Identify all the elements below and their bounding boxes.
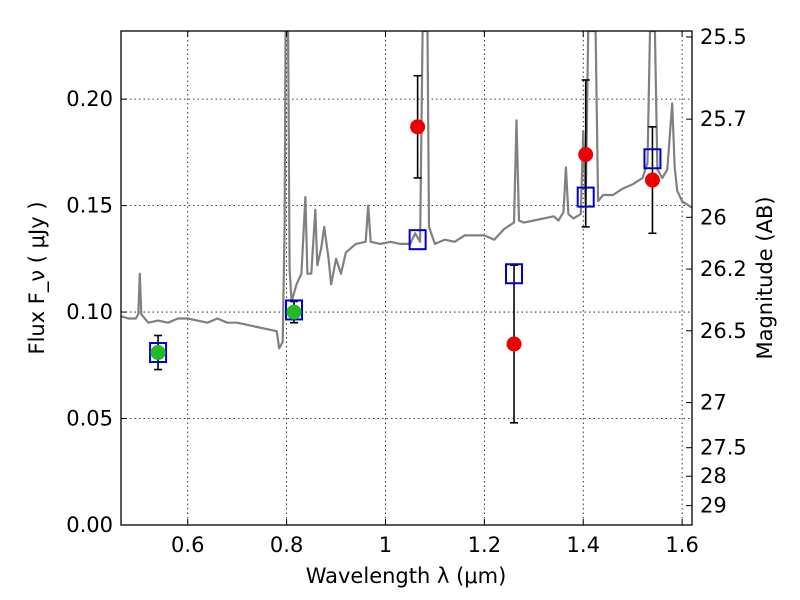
observed-point xyxy=(644,172,660,188)
right-tick-label: 28 xyxy=(700,464,727,488)
axis-ticks: 0.6 0.8 1 1.2 1.4 1.6 0.00 0.05 0.10 0.15 0.20 25.5… xyxy=(66,25,747,557)
right-tick-label: 25.7 xyxy=(700,107,747,131)
right-tick-label: 26.5 xyxy=(700,319,747,343)
y-tick-label: 0.05 xyxy=(66,407,113,431)
model-square-marker xyxy=(408,229,427,251)
observed-point xyxy=(578,147,594,162)
spectrum-line xyxy=(121,31,692,350)
model-square-marker xyxy=(643,148,662,170)
observed-point xyxy=(150,345,166,361)
right-tick-label: 26 xyxy=(700,205,727,229)
model-square-marker xyxy=(576,186,595,208)
x-axis-label: Wavelength λ (μm) xyxy=(306,564,507,588)
right-tick-label: 27 xyxy=(700,391,727,415)
observed-point xyxy=(506,336,522,352)
x-tick-label: 1 xyxy=(379,533,392,557)
grid xyxy=(121,31,692,525)
plot-frame xyxy=(120,30,693,526)
y-tick-label: 0.20 xyxy=(66,87,113,111)
x-tick-label: 0.6 xyxy=(171,533,204,557)
right-tick-label: 25.5 xyxy=(700,25,747,49)
y-tick-label: 0.15 xyxy=(66,194,113,218)
y-tick-label: 0.10 xyxy=(66,300,113,324)
model-square-marker xyxy=(149,342,168,364)
right-tick-label: 27.5 xyxy=(700,436,747,460)
y-axis-label: Flux F_ν ( μJy ) xyxy=(25,201,50,354)
x-tick-label: 0.8 xyxy=(270,533,303,557)
markers xyxy=(149,119,662,364)
y-tick-label: 0.00 xyxy=(66,513,113,537)
x-tick-label: 1.6 xyxy=(665,533,698,557)
x-tick-label: 1.4 xyxy=(567,533,600,557)
right-axis-label: Magnitude (AB) xyxy=(753,196,777,359)
model-square-marker xyxy=(505,263,524,285)
right-tick-label: 26.2 xyxy=(700,257,747,281)
right-tick-label: 29 xyxy=(700,494,727,518)
x-tick-label: 1.2 xyxy=(468,533,501,557)
observed-point xyxy=(286,304,302,320)
spectrum-layer xyxy=(121,31,692,350)
observed-point xyxy=(410,119,426,135)
